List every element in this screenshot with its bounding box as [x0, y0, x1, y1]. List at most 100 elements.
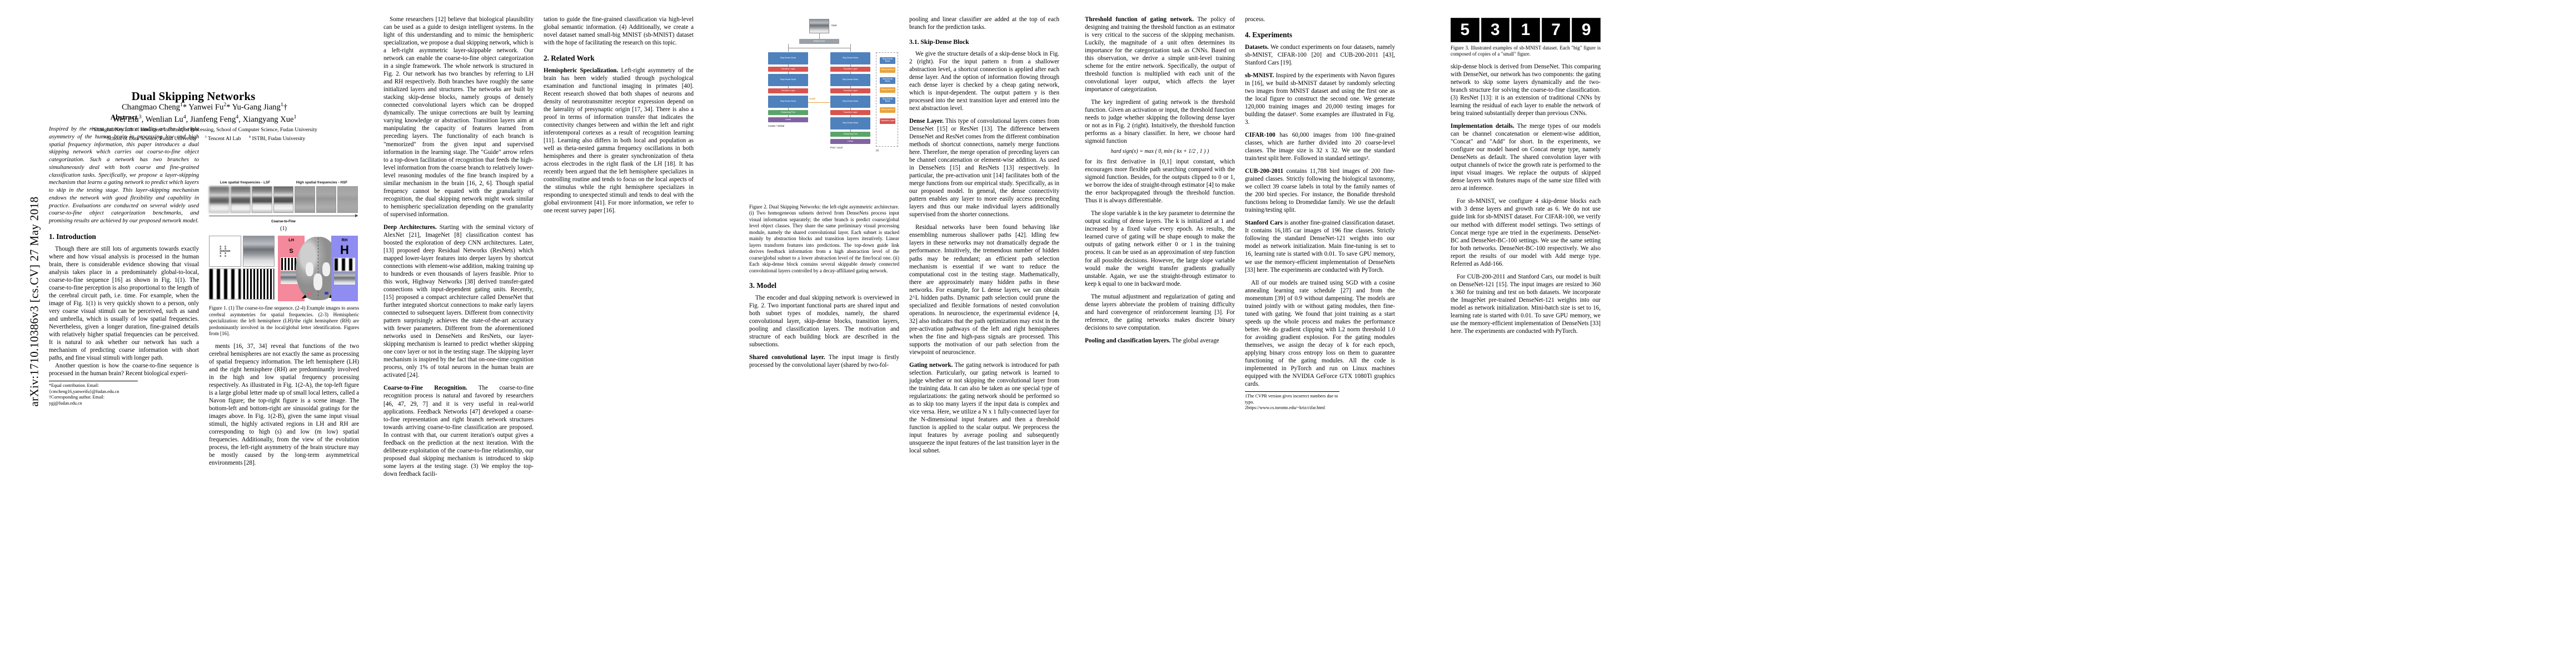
figure-2-diagram: Input Shared Conv Skip-Dense Block Trans…: [749, 19, 898, 201]
brain-diagram: LH S: [278, 236, 358, 302]
col8-cifar-body: has 60,000 images from 100 fine-grained …: [1245, 132, 1395, 162]
coarse-linear: Linear: [768, 117, 808, 122]
col9-fine-paragraph: For sb-MNIST, we configure 4 skip-dense …: [1451, 198, 1601, 267]
affiliation-2: 2 School of Data Science, Fudan Universi…: [103, 135, 306, 142]
column-2-paragraph: ments [16, 37, 34] reveal that functions…: [209, 342, 359, 467]
sbmnist-big-digit-3: 1: [1521, 21, 1531, 39]
col7-mutual-paragraph: The mutual adjustment and regularization…: [1085, 293, 1235, 331]
col8-cifar-paragraph: CIFAR-100 has 60,000 images from 100 fin…: [1245, 131, 1395, 162]
authors-line-2: Wei Liu3, Wenlian Lu4, Jianfeng Feng4, X…: [112, 113, 297, 124]
col7-equiv-paragraph: The key ingredient of gating network is …: [1085, 99, 1235, 145]
figure-1-label-c2f: Coarse-to-Fine: [271, 219, 296, 223]
guide-link-label: Guide: [809, 97, 816, 100]
coarse-global-pool: Global Avg Pool: [768, 110, 808, 115]
lh-letter: S: [289, 247, 293, 255]
col7-slope-paragraph: The slope variable k in the key paramete…: [1085, 210, 1235, 287]
subsection-heading-skip-dense-block: 3.1. Skip-Dense Block: [909, 38, 969, 46]
runin-implementation-details: Implementation details.: [1451, 123, 1514, 130]
figure-3-caption: Figure 3. Illustrated examples of sb-MNI…: [1451, 45, 1601, 57]
col9-skipdense-paragraph: skip-dense block is derived from DenseNe…: [1451, 63, 1601, 117]
zoom-gating-1: Gating Network: [880, 67, 895, 73]
footnote-left: *Equal contribution. Email: {cmcheng16,y…: [49, 381, 138, 406]
col9-impl-paragraph: Implementation details. The merge types …: [1451, 122, 1601, 192]
sbmnist-big-digit-2: 3: [1491, 21, 1500, 39]
runin-gating-network: Gating network.: [909, 361, 953, 369]
figure-1: Low spatial frequencies - LSF High spati…: [209, 181, 359, 337]
col8-sbmnist-paragraph: sb-MNIST. Inspired by the experiments wi…: [1245, 72, 1395, 126]
runin-stanford-cars: Stanford Cars: [1245, 220, 1283, 227]
lsf-image-3: [252, 186, 272, 213]
figure-3-strip: 5 3 1 7 9: [1451, 18, 1601, 42]
figure-1-image-strip: [209, 186, 358, 213]
figure-1-caption: Figure 1. (1) The coarse-to-fine sequenc…: [209, 305, 359, 337]
abstract-heading: Abstract: [110, 112, 138, 121]
zoom-gating-2: Gating Network: [880, 87, 895, 93]
coarse-skipdense-2: Skip-Dense Block: [768, 74, 808, 86]
col8-datasets-paragraph: Datasets. We conduct experiments on four…: [1245, 43, 1395, 67]
coarse-transition-2: Transition Layer: [768, 88, 808, 93]
skipdense-zoom-panel: Skip-Dense Block Gating Network Skip-Den…: [876, 52, 898, 147]
grating-low-frequency: [209, 268, 241, 300]
col6-dense-layer-paragraph: Dense Layer. This type of convolutional …: [909, 117, 1059, 218]
sbmnist-sample-2: 3: [1481, 18, 1510, 42]
fine-transition-2: Transition Layer: [830, 88, 870, 93]
figure-1-number-1: (1): [280, 225, 287, 232]
figure-3: 5 3 1 7 9 Figure 3. Illustrated examples…: [1451, 18, 1601, 58]
authors-line-1: Changmao Cheng1* Yanwei Fu2* Yu-Gang Jia…: [121, 102, 288, 112]
fine-skipdense-3: Skip-Dense Block: [830, 96, 870, 108]
col8-cub-body: contains 11,788 bird images of 200 fine-…: [1245, 168, 1395, 214]
sbmnist-sample-5: 9: [1572, 18, 1601, 42]
col7-pooling-body: The global average: [1172, 337, 1219, 344]
mid-image: [273, 186, 294, 213]
lsf-image-2: [230, 186, 251, 213]
hsf-image-3: [337, 186, 358, 213]
column-1: Dual Skipping Networks Abstract Inspired…: [49, 16, 255, 406]
figure-2-number-2: (2): [876, 149, 879, 152]
rh-photo: [334, 272, 355, 285]
coarse-skipdense-1: Skip-Dense Block: [768, 52, 808, 64]
zoom-gating-3: Gating Network: [880, 107, 895, 113]
section-heading-related-work: 2. Related Work: [544, 54, 595, 63]
sbmnist-big-digit-4: 7: [1551, 21, 1561, 39]
rh-label: RH: [341, 237, 348, 243]
col8-datasets-body: We conduct experiments on four datasets,…: [1245, 43, 1396, 66]
column-8: process. 4. Experiments Datasets. We con…: [1245, 16, 1395, 411]
col7-after-paragraph: for its first derivative in [0,1] input …: [1085, 158, 1235, 205]
figure-1-stimuli-grid: S S S S SSSSSSS S S S S: [209, 236, 275, 300]
runin-cub200: CUB-200-2011: [1245, 168, 1284, 175]
grating-high-frequency: [242, 268, 275, 300]
runin-datasets: Datasets.: [1245, 43, 1269, 51]
column-7: Threshold function of gating network. Th…: [1085, 16, 1235, 345]
lh-activation-blob: [307, 292, 311, 296]
intro-paragraph-2: Another question is how the coarse-to-fi…: [49, 362, 199, 377]
col8-training-paragraph: All of our models are trained using SGD …: [1245, 279, 1395, 387]
col3-paragraph-3: Coarse-to-Fine Recognition. The coarse-t…: [383, 384, 534, 477]
col8-cub-paragraph: CUB-200-2011 contains 11,788 bird images…: [1245, 167, 1395, 214]
col4-paragraph-tation: tation to guide the fine-grained classif…: [544, 16, 694, 47]
zoom-transition: Transition Layer: [880, 118, 895, 124]
section-heading-introduction: 1. Introduction: [49, 232, 96, 241]
col5-shared-conv-body: The input image is firstly processed by …: [749, 354, 900, 369]
figure-2: Input Shared Conv Skip-Dense Block Trans…: [749, 19, 899, 274]
col3-paragraph-2: Deep Architectures. Starting with the se…: [383, 223, 534, 380]
figure-1-panel-2: S S S S SSSSSSS S S S S LH S: [209, 236, 359, 302]
section-heading-experiments: 4. Experiments: [1245, 31, 1292, 39]
coarse-to-fine-axis: [209, 213, 358, 219]
title-block: Changmao Cheng1* Yanwei Fu2* Yu-Gang Jia…: [49, 89, 360, 143]
col8-sbmnist-body: Inspired by the experiments with Navon f…: [1245, 72, 1395, 126]
col6-gating-body: The gating network is introduced for pat…: [909, 361, 1059, 455]
scene-photo: [242, 236, 275, 267]
zoom-dense-layer-1: Skip-Dense Block: [880, 57, 895, 64]
col7-pooling-paragraph: Pooling and classification layers. The g…: [1085, 337, 1235, 345]
col6-gating-paragraph: Gating network. The gating network is in…: [909, 361, 1059, 455]
col3-paragraph-3-body: The coarse-to-fine recognition process i…: [383, 385, 534, 477]
figure-2-caption: Figure 2. Dual Skipping Networks: the le…: [749, 204, 899, 273]
fine-skipdense-2: Skip-Dense Block: [830, 74, 870, 86]
fine-transition-3: Transition Layer: [830, 110, 870, 115]
fine-linear: Linear: [830, 139, 870, 144]
sbmnist-sample-3: 1: [1511, 18, 1540, 42]
col7-threshold-paragraph: Threshold function of gating network. Th…: [1085, 16, 1235, 93]
col6-skip-paragraph: We give the structure details of a skip-…: [909, 50, 1059, 112]
runin-coarse-to-fine: Coarse-to-Fine Recognition.: [383, 385, 467, 392]
